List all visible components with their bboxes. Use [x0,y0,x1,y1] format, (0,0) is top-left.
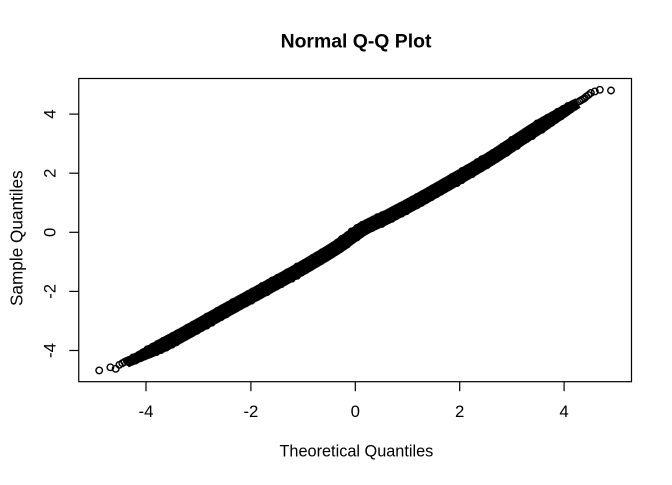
svg-text:-4: -4 [41,343,60,358]
svg-text:Theoretical Quantiles: Theoretical Quantiles [279,443,433,461]
svg-text:4: 4 [559,402,568,421]
svg-text:Normal Q-Q Plot: Normal Q-Q Plot [281,31,432,53]
svg-text:Sample Quantiles: Sample Quantiles [7,170,27,306]
svg-text:0: 0 [351,402,360,421]
svg-text:0: 0 [41,228,60,237]
svg-text:2: 2 [455,402,464,421]
svg-text:4: 4 [41,109,60,118]
svg-text:2: 2 [41,169,60,178]
svg-text:-4: -4 [139,402,154,421]
svg-text:-2: -2 [243,402,258,421]
svg-text:-2: -2 [41,284,60,299]
